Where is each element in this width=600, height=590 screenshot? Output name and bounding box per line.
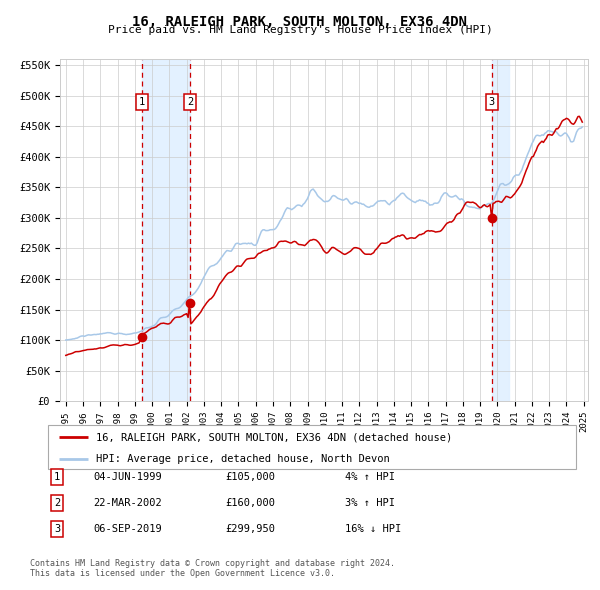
Text: 4% ↑ HPI: 4% ↑ HPI — [345, 472, 395, 481]
Text: 16, RALEIGH PARK, SOUTH MOLTON, EX36 4DN (detached house): 16, RALEIGH PARK, SOUTH MOLTON, EX36 4DN… — [95, 432, 452, 442]
Text: 2: 2 — [187, 97, 194, 107]
Text: 3: 3 — [54, 524, 60, 533]
Text: 1: 1 — [54, 472, 60, 481]
Text: 3% ↑ HPI: 3% ↑ HPI — [345, 498, 395, 507]
Text: 22-MAR-2002: 22-MAR-2002 — [93, 498, 162, 507]
Text: 2: 2 — [54, 498, 60, 507]
Text: HPI: Average price, detached house, North Devon: HPI: Average price, detached house, Nort… — [95, 454, 389, 464]
Text: £105,000: £105,000 — [225, 472, 275, 481]
Text: 04-JUN-1999: 04-JUN-1999 — [93, 472, 162, 481]
Text: 06-SEP-2019: 06-SEP-2019 — [93, 524, 162, 533]
FancyBboxPatch shape — [48, 425, 576, 469]
Text: £299,950: £299,950 — [225, 524, 275, 533]
Text: £160,000: £160,000 — [225, 498, 275, 507]
Text: 16, RALEIGH PARK, SOUTH MOLTON, EX36 4DN: 16, RALEIGH PARK, SOUTH MOLTON, EX36 4DN — [133, 15, 467, 29]
Text: Contains HM Land Registry data © Crown copyright and database right 2024.: Contains HM Land Registry data © Crown c… — [30, 559, 395, 568]
Text: 3: 3 — [489, 97, 495, 107]
Text: This data is licensed under the Open Government Licence v3.0.: This data is licensed under the Open Gov… — [30, 569, 335, 578]
Bar — [492, 59, 509, 401]
Bar — [142, 59, 190, 401]
Text: 1: 1 — [139, 97, 145, 107]
Text: 16% ↓ HPI: 16% ↓ HPI — [345, 524, 401, 533]
Text: Price paid vs. HM Land Registry's House Price Index (HPI): Price paid vs. HM Land Registry's House … — [107, 25, 493, 35]
